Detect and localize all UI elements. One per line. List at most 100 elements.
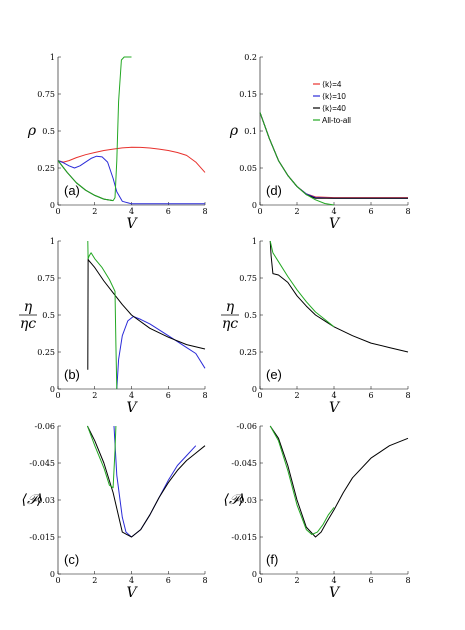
- series-line-k-10: [113, 425, 197, 538]
- x-tick-label: 6: [368, 576, 373, 585]
- legend-label: ⟨k⟩=40: [322, 104, 346, 113]
- x-tick-label: 8: [202, 576, 207, 585]
- x-tick-label: 6: [166, 576, 171, 585]
- y-tick-label: 0.75: [37, 90, 55, 99]
- panel-f: 0 2 4 6 8 0 -0.015 -0.03 -0.045 -0.06 V ⟨𝒫⟩ (f): [223, 422, 410, 601]
- series-line-k-40: [86, 425, 206, 538]
- panel-d: 0 2 4 6 8 0 0.05 0.1 0.15 0.2 Vρ (d): [229, 53, 411, 232]
- y-tick-label: 0: [50, 570, 55, 579]
- series-line-all-to-all: [269, 425, 335, 535]
- series-line-all-to-all: [87, 240, 118, 390]
- panel-label: (e): [266, 367, 282, 382]
- x-axis-label: V: [126, 585, 138, 601]
- y-tick-label: 0.75: [37, 274, 55, 283]
- panel-a: 0 2 4 6 8 0 0.25 0.5 0.75 1 Vρ (a): [27, 53, 208, 232]
- x-tick-label: 4: [331, 576, 336, 585]
- x-tick-label: 0: [55, 207, 60, 216]
- x-tick-label: 6: [368, 391, 373, 400]
- y-axis-label-denominator: ηc: [222, 316, 238, 332]
- y-axis-label: ⟨𝒫⟩: [21, 492, 42, 508]
- series-line-k-40: [269, 240, 409, 353]
- series-line-k-40: [87, 258, 206, 370]
- x-axis-label: V: [329, 585, 341, 601]
- y-axis-label-numerator: η: [24, 299, 33, 315]
- y-tick-label: 0: [252, 201, 257, 210]
- y-tick-label: -0.045: [231, 459, 257, 468]
- y-tick-label: 0.5: [42, 311, 55, 320]
- legend-label: ⟨k⟩=4: [322, 80, 342, 89]
- x-tick-label: 4: [331, 391, 336, 400]
- y-tick-label: 0.25: [37, 348, 55, 357]
- y-tick-label: -0.015: [29, 533, 55, 542]
- series-line-k-4: [57, 146, 206, 173]
- x-tick-label: 0: [55, 391, 60, 400]
- x-tick-label: 0: [257, 576, 262, 585]
- x-tick-label: 2: [294, 391, 299, 400]
- x-tick-label: 2: [294, 576, 299, 585]
- y-tick-label: 0.15: [239, 90, 257, 99]
- series-line-all-to-all: [259, 112, 335, 206]
- x-tick-label: 2: [92, 207, 97, 216]
- panel-label: (f): [266, 552, 278, 567]
- legend-label: ⟨k⟩=10: [322, 92, 346, 101]
- y-axis-label-denominator: ηc: [20, 316, 36, 332]
- series-line-k-10: [116, 316, 206, 390]
- y-tick-label: 0.1: [244, 127, 257, 136]
- x-tick-label: 0: [55, 576, 60, 585]
- y-tick-label: 1: [50, 237, 55, 246]
- series-line-all-to-all: [269, 240, 335, 328]
- x-tick-label: 4: [129, 207, 134, 216]
- y-tick-label: -0.015: [231, 533, 257, 542]
- y-tick-label: 0.5: [244, 311, 257, 320]
- y-tick-label: -0.06: [236, 422, 257, 431]
- series-line-k-40: [269, 425, 409, 538]
- panel-label: (c): [64, 552, 79, 567]
- x-tick-label: 8: [405, 576, 410, 585]
- y-tick-label: 0.2: [244, 53, 257, 62]
- x-tick-label: 4: [129, 391, 134, 400]
- x-tick-label: 4: [129, 576, 134, 585]
- y-axis-label: ⟨𝒫⟩: [223, 492, 244, 508]
- legend-label: All-to-all: [322, 116, 351, 125]
- y-tick-label: -0.045: [29, 459, 55, 468]
- x-axis-label: V: [126, 216, 138, 232]
- y-tick-label: 1: [252, 237, 257, 246]
- x-tick-label: 6: [166, 207, 171, 216]
- panel-label: (a): [64, 183, 80, 198]
- y-tick-label: 0: [252, 570, 257, 579]
- x-tick-label: 8: [202, 207, 207, 216]
- series-line-all-to-all: [86, 425, 117, 489]
- x-tick-label: 0: [257, 207, 262, 216]
- x-tick-label: 2: [294, 207, 299, 216]
- y-axis-label-numerator: η: [226, 299, 235, 315]
- y-tick-label: 0.75: [239, 274, 257, 283]
- panel-label: (d): [266, 183, 282, 198]
- x-axis-label: V: [329, 216, 341, 232]
- x-tick-label: 8: [405, 391, 410, 400]
- x-axis-label: V: [329, 400, 341, 416]
- series-line-k-10: [57, 155, 205, 205]
- series-line-k-40: [259, 112, 408, 199]
- panel-c: 0 2 4 6 8 0 -0.015 -0.03 -0.045 -0.06 V ⟨𝒫⟩ (c): [21, 422, 207, 601]
- panel-label: (b): [64, 367, 80, 382]
- legend: ⟨k⟩=4 ⟨k⟩=10 ⟨k⟩=40 All-to-all: [313, 80, 351, 125]
- y-tick-label: 0.25: [37, 164, 55, 173]
- y-tick-label: 0.25: [239, 348, 257, 357]
- y-tick-label: -0.06: [34, 422, 55, 431]
- series-line-k-4: [259, 112, 408, 199]
- series-line-k-10: [259, 112, 408, 199]
- y-axis-label: ρ: [27, 123, 37, 139]
- y-tick-label: -0.03: [34, 496, 55, 505]
- y-tick-label: 0: [50, 385, 55, 394]
- y-tick-label: 0.5: [42, 127, 55, 136]
- x-tick-label: 2: [92, 391, 97, 400]
- y-tick-label: 0: [252, 385, 257, 394]
- y-tick-label: 0.05: [239, 164, 257, 173]
- y-axis-label: ρ: [229, 123, 239, 139]
- x-tick-label: 4: [331, 207, 336, 216]
- y-tick-label: 1: [50, 53, 55, 62]
- x-tick-label: 6: [166, 391, 171, 400]
